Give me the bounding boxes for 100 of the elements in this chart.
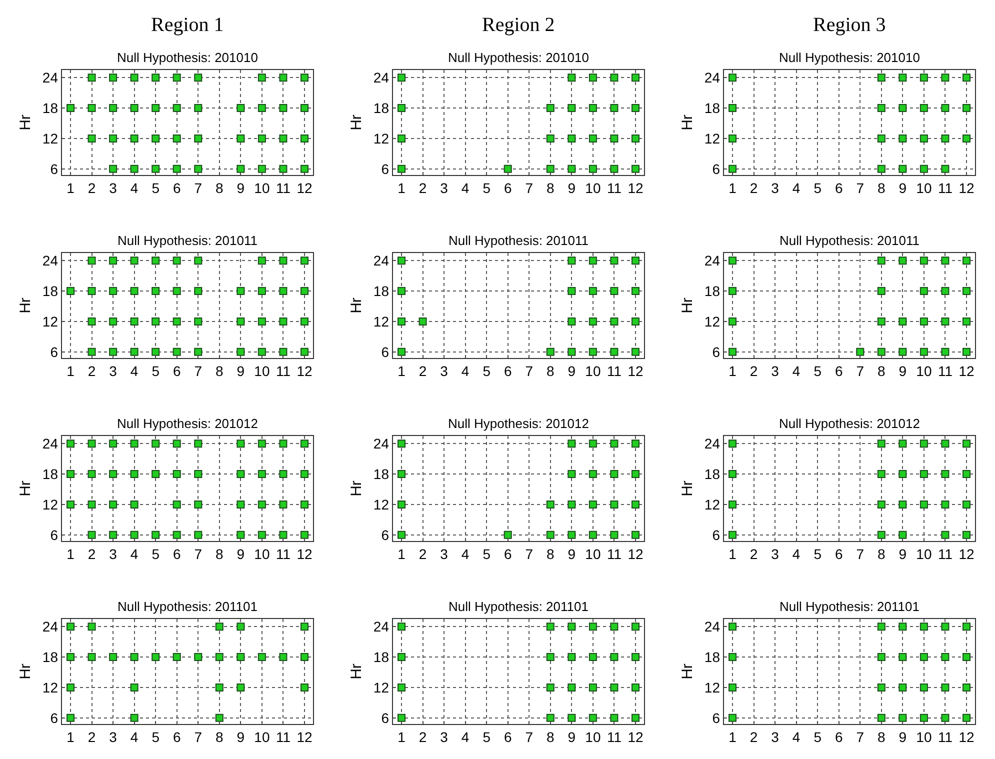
x-tick-label: 11: [938, 546, 953, 562]
point: [398, 74, 406, 82]
x-tick-label: 7: [525, 180, 534, 196]
x-tick-label: 4: [461, 546, 470, 562]
y-tick-label: 6: [381, 160, 390, 177]
point: [109, 164, 118, 173]
point: [728, 714, 737, 722]
point: [300, 470, 308, 478]
x-tick-label: 7: [856, 363, 864, 379]
y-tick-label: 6: [50, 344, 58, 360]
y-tick-label: 18: [42, 466, 58, 482]
point: [109, 104, 118, 112]
point: [546, 348, 554, 356]
y-tick-label: 24: [42, 618, 58, 635]
point: [236, 134, 245, 142]
point: [398, 348, 406, 356]
point: [194, 164, 202, 173]
y-tick-label: 18: [373, 648, 390, 665]
point: [546, 164, 554, 173]
point: [631, 683, 640, 692]
point: [300, 74, 308, 82]
point: [588, 317, 597, 326]
point: [941, 348, 950, 356]
point: [941, 530, 950, 539]
point: [152, 104, 160, 112]
x-tick-label: 5: [814, 363, 822, 379]
y-tick-label: 12: [373, 313, 390, 330]
x-tick-label: 10: [585, 180, 601, 196]
y-tick-label: 6: [712, 526, 720, 543]
point: [568, 74, 576, 82]
point: [398, 714, 406, 722]
x-tick-label: 10: [254, 363, 270, 379]
y-tick-label: 12: [704, 496, 720, 512]
point: [172, 500, 181, 508]
point: [941, 317, 950, 326]
point: [398, 622, 406, 631]
x-tick-label: 3: [109, 729, 118, 745]
point: [130, 500, 138, 508]
point: [172, 530, 181, 539]
x-tick-label: 6: [834, 729, 843, 745]
point: [152, 256, 160, 265]
point: [418, 317, 427, 326]
y-axis-title: Hr: [678, 114, 696, 130]
point: [962, 653, 970, 662]
point: [236, 317, 245, 326]
y-tick-label: 18: [42, 282, 58, 299]
y-axis-title: Hr: [348, 114, 365, 130]
x-tick-label: 6: [172, 729, 181, 745]
x-tick-label: 5: [482, 729, 491, 745]
point: [568, 653, 576, 662]
x-tick-label: 12: [628, 363, 644, 379]
point: [88, 530, 96, 539]
point: [194, 530, 202, 539]
point: [109, 653, 118, 662]
point: [152, 134, 160, 142]
point: [588, 500, 597, 508]
point: [130, 164, 138, 173]
point: [194, 653, 202, 662]
x-tick-label: 11: [938, 180, 953, 196]
x-tick-label: 8: [216, 180, 224, 196]
y-tick-label: 24: [42, 252, 58, 269]
x-tick-label: 7: [194, 729, 202, 745]
x-tick-label: 4: [130, 180, 138, 196]
y-tick-label: 24: [704, 436, 720, 452]
point: [172, 164, 181, 173]
y-tick-label: 24: [373, 436, 390, 452]
point: [258, 348, 266, 356]
point: [109, 74, 118, 82]
point: [588, 287, 597, 296]
point: [236, 622, 245, 631]
x-tick-label: 11: [606, 546, 622, 562]
point: [279, 74, 288, 82]
point: [546, 500, 554, 508]
x-tick-label: 2: [88, 546, 96, 562]
point: [631, 470, 640, 478]
x-tick-label: 10: [254, 729, 270, 745]
point: [88, 470, 96, 478]
point: [941, 134, 950, 142]
y-tick-label: 24: [42, 70, 58, 86]
x-tick-label: 3: [771, 180, 780, 196]
point: [66, 714, 75, 722]
x-tick-label: 1: [66, 729, 75, 745]
y-axis-title: Hr: [348, 298, 365, 314]
point: [258, 500, 266, 508]
point: [258, 470, 266, 478]
x-tick-label: 1: [728, 180, 737, 196]
y-tick-label: 6: [381, 526, 390, 543]
y-tick-label: 12: [704, 130, 720, 146]
point: [279, 164, 288, 173]
point: [941, 287, 950, 296]
point: [215, 714, 224, 722]
point: [631, 622, 640, 631]
point: [941, 256, 950, 265]
point: [610, 74, 618, 82]
x-tick-label: 8: [546, 180, 555, 196]
y-tick-label: 18: [42, 648, 58, 665]
point: [877, 164, 886, 173]
point: [941, 470, 950, 478]
point: [236, 104, 245, 112]
point: [152, 164, 160, 173]
